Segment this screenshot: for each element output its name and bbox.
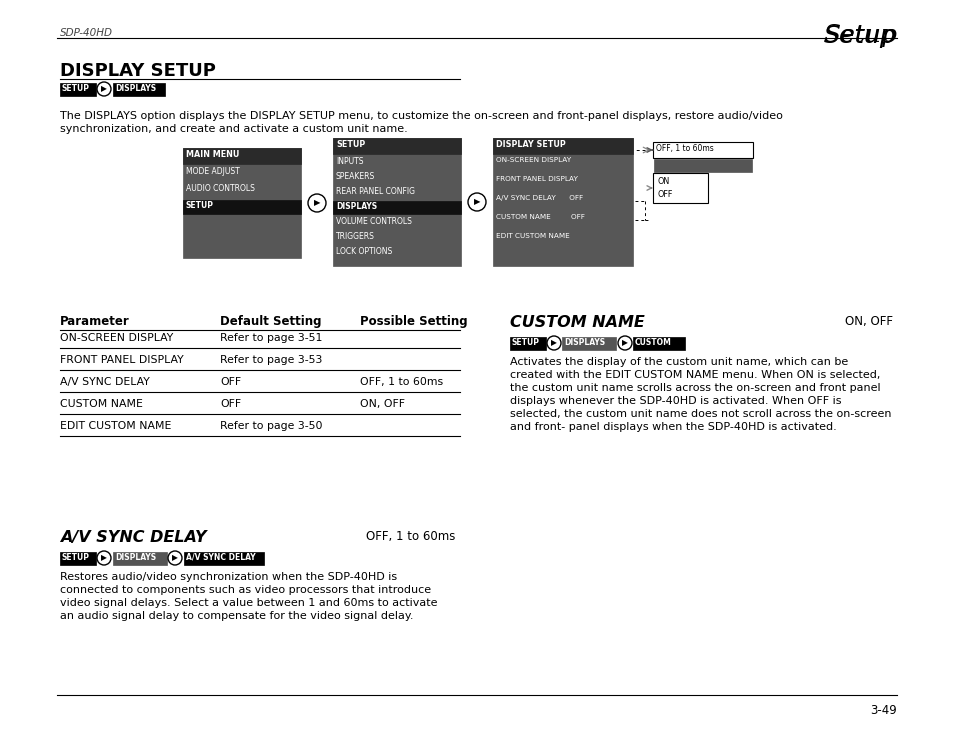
Text: the custom unit name scrolls across the on-screen and front panel: the custom unit name scrolls across the … <box>510 383 880 393</box>
Bar <box>112 83 165 96</box>
Text: OFF: OFF <box>220 399 241 409</box>
Text: ▶: ▶ <box>314 199 320 207</box>
Text: displays whenever the SDP-40HD is activated. When OFF is: displays whenever the SDP-40HD is activa… <box>510 396 841 406</box>
Text: TRIGGERS: TRIGGERS <box>335 232 375 241</box>
Bar <box>60 83 96 96</box>
Text: Restores audio/video synchronization when the SDP-40HD is: Restores audio/video synchronization whe… <box>60 572 396 582</box>
Text: A/V SYNC DELAY: A/V SYNC DELAY <box>60 377 150 387</box>
Text: Setup: Setup <box>823 24 896 48</box>
Text: REAR PANEL CONFIG: REAR PANEL CONFIG <box>335 187 415 196</box>
Text: A/V SYNC DELAY: A/V SYNC DELAY <box>186 553 255 562</box>
Text: SDP-40HD: SDP-40HD <box>60 28 112 38</box>
Text: Activates the display of the custom unit name, which can be: Activates the display of the custom unit… <box>510 357 847 367</box>
Text: SETUP: SETUP <box>512 338 539 347</box>
Text: SETUP: SETUP <box>62 84 90 93</box>
Text: OFF: OFF <box>220 377 241 387</box>
Text: SPEAKERS: SPEAKERS <box>335 172 375 181</box>
Bar <box>60 552 96 565</box>
Text: MODE ADJUST: MODE ADJUST <box>186 167 239 176</box>
Bar <box>510 337 545 350</box>
Text: DISPLAYS: DISPLAYS <box>335 202 376 211</box>
Bar <box>333 138 460 154</box>
Bar <box>493 138 633 266</box>
Text: INPUTS: INPUTS <box>335 157 363 166</box>
Text: The DISPLAYS option displays the DISPLAY SETUP menu, to customize the on-screen : The DISPLAYS option displays the DISPLAY… <box>60 111 782 121</box>
Text: video signal delays. Select a value between 1 and 60ms to activate: video signal delays. Select a value betw… <box>60 598 437 608</box>
Text: DISPLAYS: DISPLAYS <box>563 338 604 347</box>
Text: SETUP: SETUP <box>186 201 213 210</box>
Text: Parameter: Parameter <box>60 315 130 328</box>
Text: A/V SYNC DELAY      OFF: A/V SYNC DELAY OFF <box>496 195 582 201</box>
Text: ▶: ▶ <box>101 554 107 562</box>
Bar <box>654 159 751 172</box>
Text: OFF, 1 to 60ms: OFF, 1 to 60ms <box>359 377 442 387</box>
Text: CUSTOM: CUSTOM <box>635 338 671 347</box>
Bar <box>333 201 460 214</box>
Text: ON, OFF: ON, OFF <box>844 315 892 328</box>
Text: VOLUME CONTROLS: VOLUME CONTROLS <box>335 217 412 226</box>
Bar <box>633 337 684 350</box>
Text: MAIN MENU: MAIN MENU <box>186 150 239 159</box>
Bar <box>183 148 301 258</box>
Bar <box>333 138 460 266</box>
Text: and front- panel displays when the SDP-40HD is activated.: and front- panel displays when the SDP-4… <box>510 422 836 432</box>
Text: Default Setting: Default Setting <box>220 315 321 328</box>
Text: DISPLAYS: DISPLAYS <box>115 84 156 93</box>
Text: LOCK OPTIONS: LOCK OPTIONS <box>335 247 392 256</box>
Text: an audio signal delay to compensate for the video signal delay.: an audio signal delay to compensate for … <box>60 611 413 621</box>
Text: ON, OFF: ON, OFF <box>359 399 405 409</box>
Bar <box>183 200 301 214</box>
Text: AUDIO CONTROLS: AUDIO CONTROLS <box>186 184 254 193</box>
Text: FRONT PANEL DISPLAY: FRONT PANEL DISPLAY <box>496 176 578 182</box>
Text: OFF, 1 to 60ms: OFF, 1 to 60ms <box>656 144 713 153</box>
Text: A/V SYNC DELAY: A/V SYNC DELAY <box>60 530 207 545</box>
Text: ▶: ▶ <box>621 339 627 348</box>
Text: ON: ON <box>658 177 670 186</box>
Text: ▶: ▶ <box>551 339 557 348</box>
Bar <box>184 552 264 565</box>
Text: EDIT CUSTOM NAME: EDIT CUSTOM NAME <box>496 233 569 239</box>
Text: selected, the custom unit name does not scroll across the on-screen: selected, the custom unit name does not … <box>510 409 890 419</box>
Text: EDIT CUSTOM NAME: EDIT CUSTOM NAME <box>60 421 172 431</box>
Text: OFF, 1 to 60ms: OFF, 1 to 60ms <box>365 530 455 543</box>
Text: ▶: ▶ <box>101 84 107 94</box>
Text: DISPLAYS: DISPLAYS <box>115 553 156 562</box>
Text: CUSTOM NAME         OFF: CUSTOM NAME OFF <box>496 214 584 220</box>
Text: DISPLAY SETUP: DISPLAY SETUP <box>496 140 565 149</box>
Text: ON-SCREEN DISPLAY: ON-SCREEN DISPLAY <box>60 333 173 343</box>
Text: ▶: ▶ <box>474 198 479 207</box>
Text: Setup: Setup <box>822 24 896 47</box>
Text: DISPLAY SETUP: DISPLAY SETUP <box>60 62 215 80</box>
Text: 3-49: 3-49 <box>869 704 896 717</box>
Bar <box>112 552 167 565</box>
Text: connected to components such as video processors that introduce: connected to components such as video pr… <box>60 585 431 595</box>
Bar <box>183 148 301 164</box>
Text: synchronization, and create and activate a custom unit name.: synchronization, and create and activate… <box>60 124 407 134</box>
Bar <box>652 142 752 158</box>
Text: ▶: ▶ <box>172 554 178 562</box>
Text: OFF: OFF <box>658 190 673 199</box>
Text: SETUP: SETUP <box>335 140 365 149</box>
Text: Refer to page 3-53: Refer to page 3-53 <box>220 355 322 365</box>
Bar <box>652 173 707 203</box>
Bar <box>561 337 616 350</box>
Text: FRONT PANEL DISPLAY: FRONT PANEL DISPLAY <box>60 355 183 365</box>
Text: Possible Setting: Possible Setting <box>359 315 467 328</box>
Text: SETUP: SETUP <box>62 553 90 562</box>
Text: CUSTOM NAME: CUSTOM NAME <box>60 399 143 409</box>
Text: ON-SCREEN DISPLAY: ON-SCREEN DISPLAY <box>496 157 571 163</box>
Text: Refer to page 3-51: Refer to page 3-51 <box>220 333 322 343</box>
Text: created with the EDIT CUSTOM NAME menu. When ON is selected,: created with the EDIT CUSTOM NAME menu. … <box>510 370 880 380</box>
Bar <box>493 138 633 154</box>
Text: CUSTOM NAME: CUSTOM NAME <box>510 315 644 330</box>
Text: Refer to page 3-50: Refer to page 3-50 <box>220 421 322 431</box>
